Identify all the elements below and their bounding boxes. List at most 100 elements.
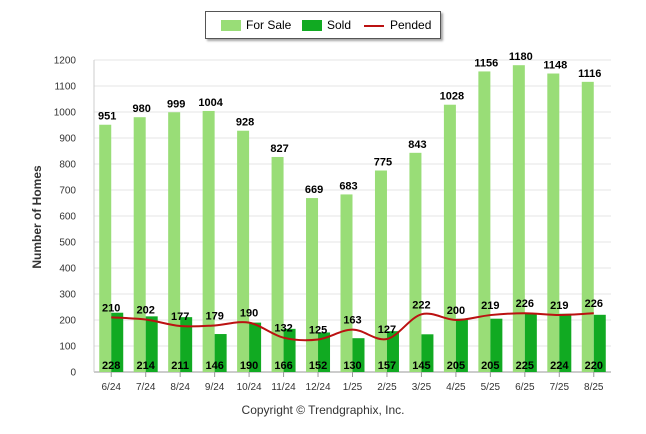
x-tick-label: 2/25 xyxy=(377,382,397,393)
data-label-sold: 220 xyxy=(585,360,603,372)
x-tick-label: 6/25 xyxy=(515,382,535,393)
legend-label-sold: Sold xyxy=(327,18,352,32)
data-label-for-sale: 827 xyxy=(270,143,288,155)
data-label-sold: 214 xyxy=(137,360,156,372)
x-tick-label: 8/24 xyxy=(170,382,190,393)
bar-sold xyxy=(111,312,124,372)
data-label-for-sale: 980 xyxy=(133,103,151,115)
bar-for-sale xyxy=(547,73,560,373)
data-label-for-sale: 669 xyxy=(305,184,323,196)
data-label-pended: 163 xyxy=(343,315,361,327)
data-label-pended: 132 xyxy=(274,323,292,335)
data-label-for-sale: 775 xyxy=(374,157,392,169)
bar-sold xyxy=(524,313,537,372)
y-tick-label: 500 xyxy=(59,238,76,249)
copyright-text: Copyright © Trendgraphix, Inc. xyxy=(241,403,405,417)
bar-for-sale xyxy=(133,117,146,372)
bar-for-sale xyxy=(374,170,387,372)
legend-swatch-sold xyxy=(302,20,322,31)
y-tick-label: 1200 xyxy=(54,56,77,67)
x-tick-label: 7/24 xyxy=(136,382,156,393)
x-tick-label: 5/25 xyxy=(481,382,501,393)
bar-for-sale xyxy=(99,124,112,373)
bar-sold xyxy=(455,318,468,372)
bar-sold xyxy=(249,322,262,372)
data-label-pended: 222 xyxy=(412,299,430,311)
data-label-sold: 205 xyxy=(481,360,499,372)
data-label-sold: 225 xyxy=(516,360,534,372)
data-label-for-sale: 1148 xyxy=(543,60,567,72)
bar-for-sale xyxy=(512,65,525,372)
data-label-for-sale: 683 xyxy=(339,180,357,192)
bar-sold xyxy=(145,316,158,372)
y-axis-label: Number of Homes xyxy=(30,165,44,269)
y-tick-label: 1000 xyxy=(54,108,77,119)
data-label-sold: 166 xyxy=(274,360,292,372)
bar-for-sale xyxy=(168,112,181,372)
y-tick-label: 700 xyxy=(59,186,76,197)
data-label-pended: 125 xyxy=(309,325,327,337)
x-tick-label: 1/25 xyxy=(343,382,363,393)
bar-for-sale xyxy=(409,152,422,372)
data-label-sold: 157 xyxy=(378,360,396,372)
y-tick-label: 1100 xyxy=(54,82,76,93)
x-tick-label: 6/24 xyxy=(101,382,121,393)
x-tick-label: 7/25 xyxy=(550,382,570,393)
data-label-for-sale: 928 xyxy=(236,117,254,129)
y-tick-label: 600 xyxy=(59,212,76,223)
legend-swatch-pended xyxy=(364,25,384,27)
y-tick-label: 900 xyxy=(59,134,76,145)
bar-for-sale xyxy=(306,198,319,372)
data-label-for-sale: 843 xyxy=(408,139,426,151)
bar-for-sale xyxy=(202,110,215,373)
x-tick-label: 9/24 xyxy=(205,382,225,393)
y-tick-label: 200 xyxy=(59,316,76,327)
x-tick-label: 10/24 xyxy=(237,382,262,393)
x-tick-label: 11/24 xyxy=(271,382,296,393)
data-label-sold: 224 xyxy=(550,360,569,372)
bar-for-sale xyxy=(237,130,250,372)
data-label-pended: 190 xyxy=(240,308,258,320)
data-label-pended: 127 xyxy=(378,324,396,336)
bar-sold xyxy=(318,332,331,372)
data-label-for-sale: 951 xyxy=(98,111,116,123)
data-label-pended: 226 xyxy=(516,298,534,310)
bar-for-sale xyxy=(478,71,491,372)
y-tick-label: 300 xyxy=(59,290,76,301)
data-label-pended: 177 xyxy=(171,311,189,323)
line-pended xyxy=(111,312,594,342)
y-tick-label: 400 xyxy=(59,264,76,275)
bar-for-sale xyxy=(271,156,284,372)
bar-sold xyxy=(352,338,365,372)
bar-for-sale xyxy=(340,194,353,372)
x-tick-label: 8/25 xyxy=(584,382,604,393)
legend-label-pended: Pended xyxy=(390,18,432,32)
data-label-sold: 146 xyxy=(205,360,223,372)
data-label-pended: 179 xyxy=(205,310,223,322)
data-label-for-sale: 1004 xyxy=(198,97,223,109)
data-label-sold: 211 xyxy=(171,360,189,372)
data-label-for-sale: 1156 xyxy=(474,57,498,69)
data-label-sold: 190 xyxy=(240,360,258,372)
y-tick-label: 100 xyxy=(59,342,76,353)
data-label-sold: 130 xyxy=(343,360,361,372)
y-tick-label: 800 xyxy=(59,160,76,171)
x-tick-label: 12/24 xyxy=(306,382,331,393)
data-label-pended: 210 xyxy=(102,302,120,314)
data-label-sold: 205 xyxy=(447,360,465,372)
y-tick-label: 0 xyxy=(70,368,76,379)
data-label-pended: 219 xyxy=(481,300,499,312)
x-tick-label: 4/25 xyxy=(446,382,466,393)
bar-sold xyxy=(421,334,434,372)
bar-sold xyxy=(386,331,399,372)
data-label-pended: 219 xyxy=(550,300,568,312)
x-tick-label: 3/25 xyxy=(412,382,432,393)
data-label-for-sale: 999 xyxy=(167,98,185,110)
legend-swatch-for-sale xyxy=(221,20,241,31)
data-label-for-sale: 1180 xyxy=(509,51,533,63)
bar-sold xyxy=(214,334,227,372)
legend-label-for-sale: For Sale xyxy=(246,18,292,32)
data-label-sold: 152 xyxy=(309,360,327,372)
data-label-pended: 226 xyxy=(585,298,603,310)
